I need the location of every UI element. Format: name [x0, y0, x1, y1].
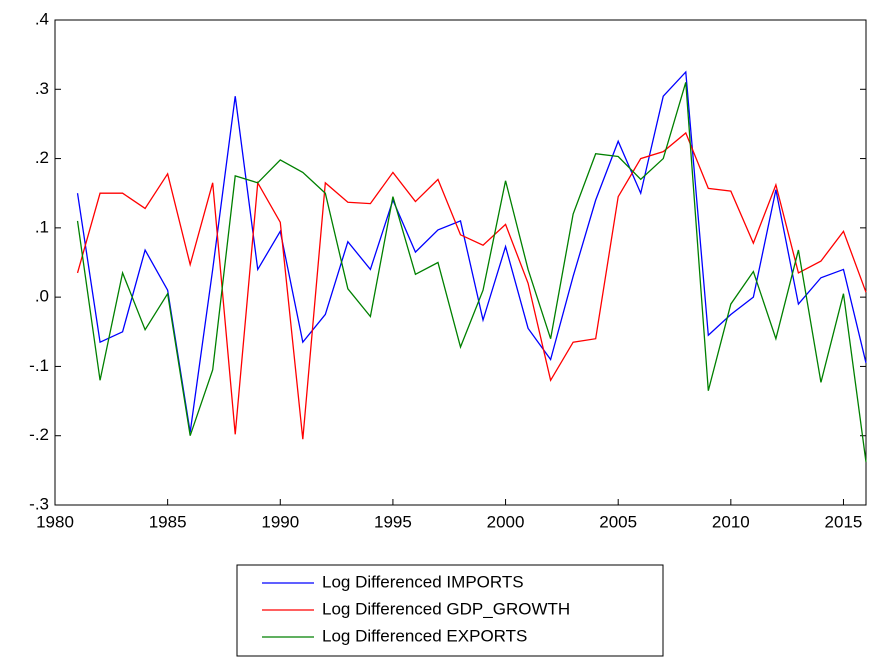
x-tick-label: 1995 — [374, 512, 412, 531]
x-tick-label: 2010 — [712, 512, 750, 531]
legend-box — [236, 564, 664, 657]
x-tick-label: 1990 — [261, 512, 299, 531]
y-tick-label: .4 — [35, 9, 49, 28]
legend-label: Log Differenced IMPORTS — [322, 572, 524, 591]
y-tick-label: -.3 — [29, 494, 49, 513]
legend-label: Log Differenced EXPORTS — [322, 626, 527, 645]
series-line — [76, 70, 867, 433]
y-tick-label: .2 — [35, 148, 49, 167]
series-line — [76, 82, 867, 463]
x-tick-label: 1980 — [36, 512, 74, 531]
y-tick-label: .3 — [35, 79, 49, 98]
y-tick-label: -.2 — [29, 425, 49, 444]
y-tick-label: -.1 — [29, 356, 49, 375]
x-tick-label: 2015 — [825, 512, 863, 531]
x-tick-label: 2000 — [487, 512, 525, 531]
plot-frame — [54, 19, 867, 506]
legend-label: Log Differenced GDP_GROWTH — [322, 599, 570, 618]
y-tick-label: .0 — [35, 287, 49, 306]
series-line — [76, 131, 867, 440]
x-tick-label: 2005 — [599, 512, 637, 531]
x-tick-label: 1985 — [149, 512, 187, 531]
y-tick-label: .1 — [35, 217, 49, 236]
